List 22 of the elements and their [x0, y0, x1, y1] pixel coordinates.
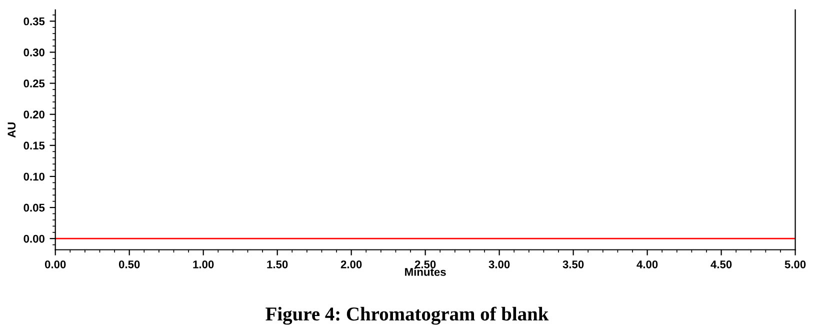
y-tick-label: 0.05 [24, 204, 45, 212]
x-tick-label: 2.00 [340, 260, 362, 268]
x-tick-label: 1.00 [193, 260, 214, 268]
x-tick-label: 1.50 [267, 260, 288, 268]
x-tick-label: 0.50 [118, 260, 140, 268]
y-tick-label: 0.20 [24, 110, 44, 118]
y-tick-label: 0.30 [24, 48, 44, 56]
y-tick-label: 0.00 [24, 234, 44, 243]
text: Figure 4: Chromatogram of blank [266, 306, 549, 325]
x-tick-label: 3.00 [488, 260, 510, 268]
y-tick-label: 0.35 [24, 17, 45, 26]
y-tick-label: 0.25 [24, 80, 45, 88]
x-tick-label: 3.50 [562, 260, 584, 268]
x-tick-label: 4.50 [710, 260, 732, 268]
x-tick-label: 4.00 [636, 260, 658, 268]
y-tick-label: 0.15 [24, 142, 45, 150]
y-tick-label: 0.10 [24, 172, 44, 181]
x-axis-title: Minutes [405, 268, 446, 276]
x-tick-label: 2.50 [414, 260, 436, 268]
x-tick-label: 0.00 [44, 260, 66, 268]
y-axis-title: AU [8, 122, 16, 138]
x-tick-label: 5.00 [784, 260, 806, 268]
